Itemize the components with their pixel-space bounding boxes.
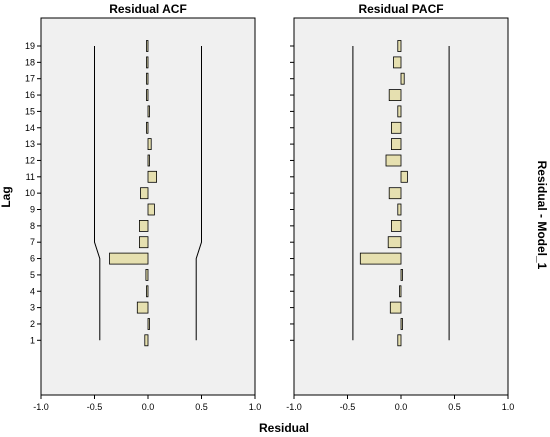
lag-tick-label: 8 xyxy=(30,221,35,231)
lag-tick-label: 1 xyxy=(30,335,35,345)
bar-lag-1 xyxy=(397,334,402,347)
panel-title: Residual ACF xyxy=(109,2,187,16)
panels-group: Residual ACF-1.0 -0.5 0.0 0.5 1.012345678910… xyxy=(25,2,514,412)
bar-lag-10 xyxy=(388,187,402,200)
bar-lag-12 xyxy=(385,154,402,167)
bar-lag-9 xyxy=(397,203,402,216)
bar-lag-17 xyxy=(400,72,405,85)
bar-lag-2 xyxy=(147,318,150,330)
bar-lag-9 xyxy=(147,203,155,216)
bar-lag-4 xyxy=(399,285,402,298)
bar-lag-1 xyxy=(144,334,149,347)
bar-lag-11 xyxy=(147,170,158,183)
bar-lag-14 xyxy=(390,121,402,134)
x-tick-label: -0.5 xyxy=(340,402,356,412)
lag-tick-label: 10 xyxy=(25,188,35,198)
bar-lag-13 xyxy=(390,138,402,151)
bar-lag-11 xyxy=(400,170,408,183)
upper-confidence-limit xyxy=(195,46,202,341)
lag-tick-label: 12 xyxy=(25,155,35,165)
bar-lag-6 xyxy=(109,252,149,265)
x-tick-label: 0.0 xyxy=(395,402,408,412)
bar-lag-16 xyxy=(146,89,149,101)
x-axis-label: Residual xyxy=(259,421,309,435)
bar-lag-6 xyxy=(359,252,402,265)
bar-lag-16 xyxy=(388,89,402,101)
lag-tick-label: 16 xyxy=(25,90,35,100)
bar-lag-2 xyxy=(400,318,403,330)
side-label: Residual - Model_1 xyxy=(535,161,549,270)
bar-lag-15 xyxy=(147,105,150,118)
panel-1: Residual ACF-1.0 -0.5 0.0 0.5 1.012345678910… xyxy=(25,2,261,412)
bar-lag-8 xyxy=(390,219,402,232)
bar-lag-12 xyxy=(147,154,150,167)
lag-tick-label: 18 xyxy=(25,57,35,67)
bar-lag-5 xyxy=(145,268,149,281)
lag-tick-label: 2 xyxy=(30,319,35,329)
lag-tick-label: 3 xyxy=(30,303,35,313)
lower-confidence-limit xyxy=(94,46,101,341)
bar-lag-17 xyxy=(146,72,149,85)
x-tick-label: 1.0 xyxy=(502,402,515,412)
lag-tick-label: 6 xyxy=(30,254,35,264)
bar-lag-19 xyxy=(397,40,402,52)
x-tick-label: -1.0 xyxy=(33,402,49,412)
panel-title: Residual PACF xyxy=(358,2,443,16)
bar-lag-14 xyxy=(146,121,149,134)
lag-tick-label: 9 xyxy=(30,205,35,215)
bar-lag-5 xyxy=(400,268,403,281)
lag-tick-label: 19 xyxy=(25,41,35,51)
bar-lag-8 xyxy=(138,219,149,232)
bar-lag-7 xyxy=(387,236,402,249)
lag-tick-label: 17 xyxy=(25,74,35,84)
bar-lag-15 xyxy=(397,105,402,118)
bar-lag-18 xyxy=(146,56,149,69)
y-axis-label: Lag xyxy=(0,186,13,207)
lag-tick-label: 15 xyxy=(25,106,35,116)
x-tick-label: 0.0 xyxy=(142,402,155,412)
bar-lag-3 xyxy=(136,301,149,314)
bar-lag-3 xyxy=(389,301,402,314)
x-tick-label: -1.0 xyxy=(286,402,302,412)
lag-tick-label: 13 xyxy=(25,139,35,149)
lag-tick-label: 4 xyxy=(30,286,35,296)
lag-tick-label: 5 xyxy=(30,270,35,280)
bar-lag-13 xyxy=(147,138,152,151)
x-tick-label: 1.0 xyxy=(249,402,262,412)
x-tick-label: -0.5 xyxy=(87,402,103,412)
bar-lag-18 xyxy=(393,56,402,69)
bar-lag-10 xyxy=(140,187,149,200)
lag-tick-label: 7 xyxy=(30,237,35,247)
bar-lag-4 xyxy=(146,285,149,298)
bar-lag-7 xyxy=(138,236,149,249)
lag-tick-label: 14 xyxy=(25,123,35,133)
x-tick-label: 0.5 xyxy=(448,402,461,412)
bar-lag-19 xyxy=(146,40,149,52)
panel-2: Residual PACF -1.0 -0.5 0.0 0.5 1.0 xyxy=(286,2,514,412)
x-tick-label: 0.5 xyxy=(195,402,208,412)
lag-tick-label: 11 xyxy=(26,172,35,182)
